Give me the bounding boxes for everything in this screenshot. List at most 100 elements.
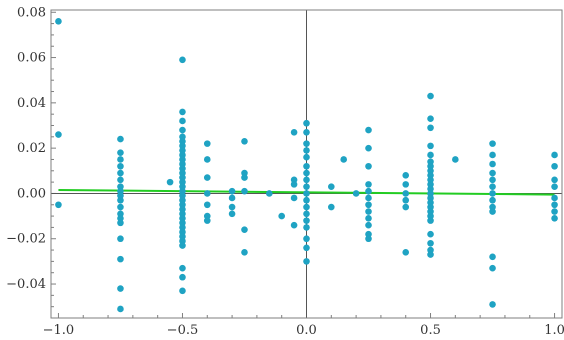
y-tick-label: 0.00 bbox=[17, 186, 46, 201]
data-point bbox=[303, 224, 310, 231]
data-point bbox=[303, 153, 310, 161]
data-point bbox=[117, 149, 124, 156]
data-point bbox=[228, 187, 236, 195]
data-point bbox=[228, 203, 236, 211]
data-point bbox=[290, 181, 298, 188]
data-point bbox=[179, 237, 186, 245]
data-point bbox=[278, 212, 285, 220]
data-point bbox=[489, 183, 496, 190]
data-point bbox=[427, 239, 434, 247]
data-point bbox=[489, 203, 496, 211]
data-point bbox=[452, 156, 459, 163]
data-point bbox=[427, 124, 434, 132]
data-point bbox=[55, 201, 62, 209]
data-point bbox=[179, 133, 186, 141]
data-point bbox=[551, 162, 558, 170]
data-point bbox=[365, 126, 372, 134]
data-point bbox=[402, 190, 410, 197]
data-point bbox=[489, 196, 496, 204]
y-tick-label: −0.04 bbox=[6, 277, 46, 292]
data-point bbox=[179, 201, 186, 209]
data-point bbox=[402, 203, 410, 211]
data-point bbox=[551, 151, 558, 159]
data-point bbox=[117, 183, 124, 190]
data-point bbox=[365, 162, 372, 170]
data-point bbox=[179, 183, 186, 190]
data-point bbox=[303, 140, 310, 147]
data-point bbox=[55, 131, 62, 138]
y-tick-label: 0.06 bbox=[17, 51, 46, 66]
data-point bbox=[179, 169, 186, 177]
data-point bbox=[179, 138, 186, 145]
tick-layer: −1.0 −0.5 0.0 0.5 1.0 0.08 0.06 0.04 0.02 0.00 −0.… bbox=[6, 5, 564, 338]
data-point bbox=[427, 167, 434, 175]
data-point bbox=[365, 221, 372, 229]
data-point bbox=[365, 187, 372, 195]
data-point bbox=[402, 196, 410, 204]
data-point bbox=[427, 199, 434, 206]
data-point bbox=[265, 190, 273, 197]
data-point bbox=[179, 156, 186, 163]
data-point bbox=[179, 117, 186, 125]
data-point bbox=[117, 192, 124, 200]
data-point bbox=[117, 169, 124, 177]
data-point bbox=[402, 172, 410, 179]
data-point bbox=[489, 151, 496, 159]
data-point bbox=[203, 190, 211, 197]
data-point bbox=[179, 160, 186, 168]
data-point bbox=[489, 264, 496, 272]
data-point bbox=[179, 287, 186, 295]
data-point bbox=[203, 140, 211, 147]
data-point bbox=[179, 264, 186, 272]
data-point bbox=[179, 151, 186, 159]
data-point bbox=[241, 138, 248, 145]
data-point bbox=[489, 176, 496, 184]
data-point bbox=[203, 201, 211, 209]
data-point bbox=[290, 221, 298, 229]
data-point bbox=[117, 210, 124, 218]
data-point bbox=[427, 162, 434, 170]
data-point bbox=[117, 219, 124, 227]
data-point bbox=[303, 244, 310, 252]
data-point bbox=[427, 181, 434, 188]
data-point bbox=[551, 176, 558, 184]
data-point bbox=[427, 230, 434, 238]
y-tick-label: −0.02 bbox=[6, 232, 46, 247]
data-point bbox=[365, 144, 372, 152]
data-point bbox=[117, 305, 124, 313]
data-point bbox=[179, 126, 186, 134]
data-point bbox=[241, 169, 248, 177]
data-point bbox=[303, 147, 310, 154]
data-point bbox=[365, 194, 372, 202]
data-point bbox=[117, 215, 124, 222]
data-point bbox=[179, 147, 186, 154]
data-point bbox=[179, 205, 186, 213]
data-point bbox=[427, 212, 434, 220]
data-point bbox=[117, 135, 124, 143]
data-point bbox=[290, 176, 298, 184]
data-point bbox=[303, 190, 310, 197]
data-point bbox=[241, 187, 248, 195]
data-point bbox=[489, 301, 496, 308]
data-point bbox=[303, 258, 310, 265]
data-point bbox=[303, 235, 310, 243]
y-tick-label: 0.04 bbox=[17, 96, 46, 111]
x-tick-label: 0.5 bbox=[420, 323, 441, 338]
data-point bbox=[179, 210, 186, 218]
data-point bbox=[303, 119, 310, 127]
data-point bbox=[427, 251, 434, 258]
data-point bbox=[365, 235, 372, 243]
x-tick-label: 0.0 bbox=[296, 323, 317, 338]
data-point bbox=[427, 203, 434, 211]
data-point bbox=[489, 208, 496, 215]
data-point bbox=[551, 194, 558, 202]
data-point bbox=[427, 217, 434, 224]
data-point bbox=[328, 183, 335, 190]
data-point bbox=[551, 183, 558, 190]
data-point bbox=[179, 215, 186, 222]
data-point bbox=[179, 178, 186, 186]
x-tick-label: −1.0 bbox=[43, 323, 75, 338]
data-point bbox=[427, 194, 434, 202]
data-point bbox=[303, 203, 310, 211]
